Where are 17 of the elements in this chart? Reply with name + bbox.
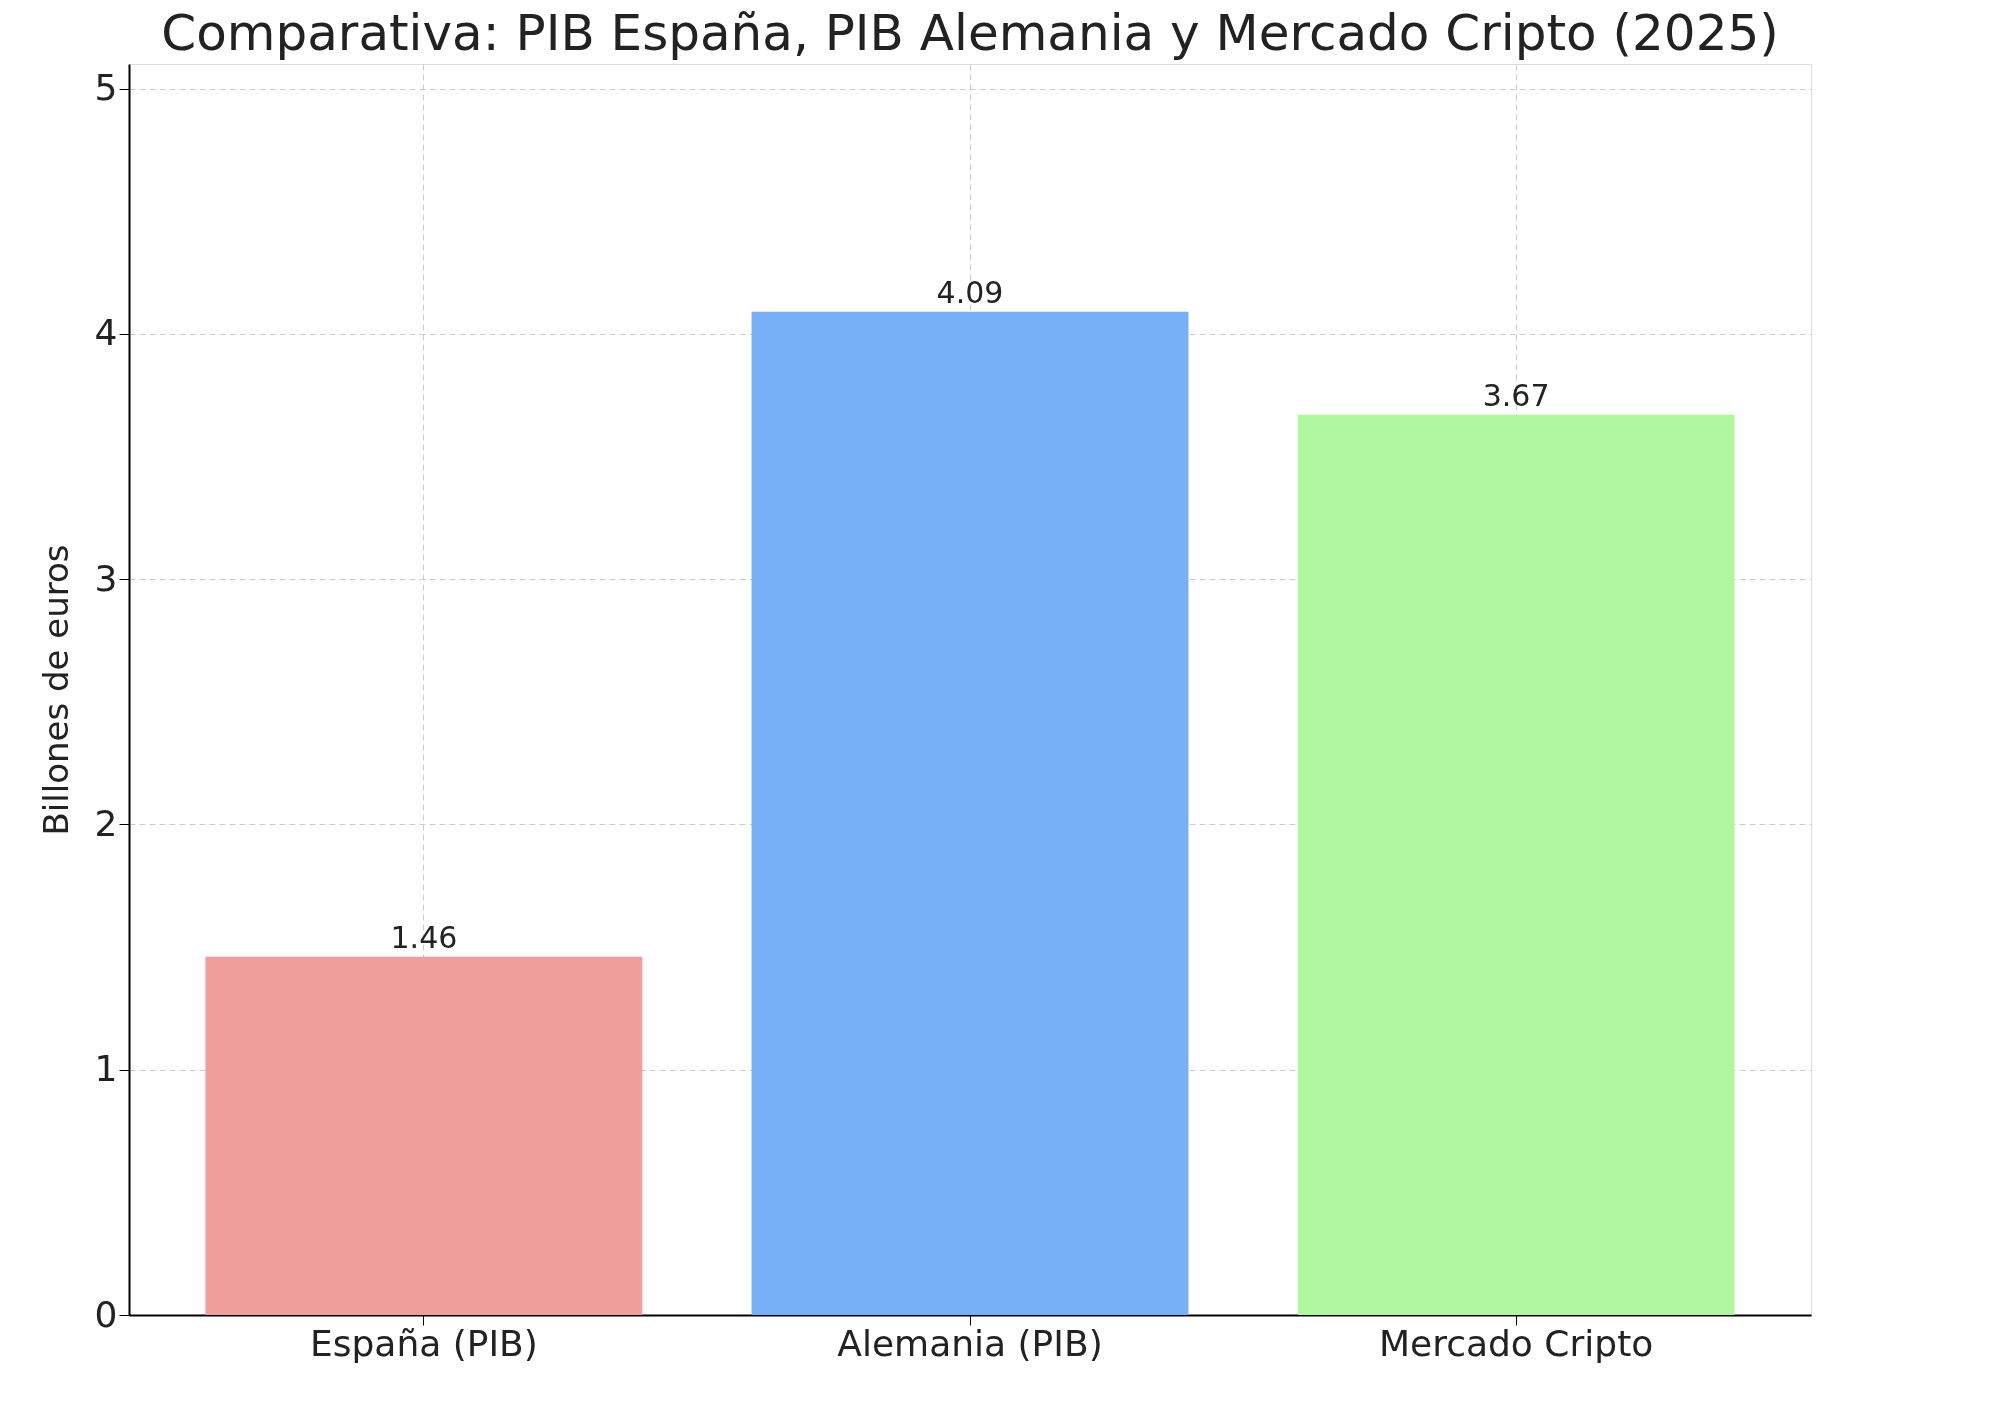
bar <box>205 956 643 1315</box>
data-label: 3.67 <box>1482 377 1550 413</box>
y-tick-label: 4 <box>94 312 118 354</box>
y-tick-label: 3 <box>94 557 118 599</box>
data-label: 1.46 <box>390 919 458 955</box>
x-tick-label: Alemania (PIB) <box>837 1322 1103 1364</box>
data-label: 4.09 <box>936 274 1004 310</box>
x-tick-label: España (PIB) <box>309 1322 538 1364</box>
y-tick-label: 0 <box>94 1293 118 1335</box>
y-tick-label: 1 <box>94 1048 118 1090</box>
bar <box>751 311 1189 1315</box>
y-tick-label: 2 <box>94 802 118 844</box>
y-axis-title: Billones de euros <box>35 544 76 836</box>
x-tick-label: Mercado Cripto <box>1378 1322 1654 1364</box>
bar <box>1297 414 1735 1315</box>
y-tick-label: 5 <box>94 67 118 109</box>
chart-title: Comparativa: PIB España, PIB Alemania y Mercado Cripto (2025) <box>161 4 1779 62</box>
